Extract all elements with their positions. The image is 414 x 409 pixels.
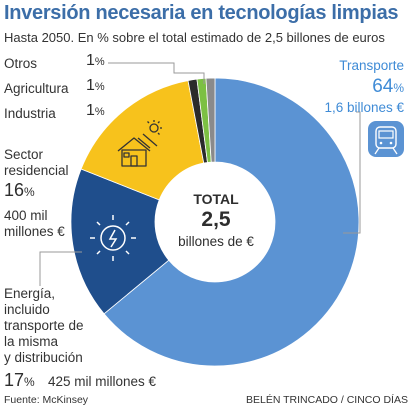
pct-otros: 1% [86, 52, 105, 70]
pct-residencial-sym: % [24, 185, 35, 199]
total-unit: billones de € [178, 234, 254, 249]
pct-energia-sym: % [24, 375, 35, 389]
pct-energia: 17% [4, 370, 35, 391]
label-energia-line1: Energía, [4, 286, 56, 301]
label-otros: Otros [4, 56, 38, 71]
label-transporte: Transporte [339, 58, 404, 73]
label-energia-line4: la misma [4, 334, 59, 349]
source-note: Fuente: McKinsey [4, 394, 89, 406]
credit-note: BELÉN TRINCADO / CINCO DÍAS [245, 394, 408, 406]
leader-lines [39, 62, 361, 286]
chart-subtitle: Hasta 2050. En % sobre el total estimado… [4, 30, 385, 45]
amount-residencial-line2: millones € [4, 224, 65, 239]
slice-energia [70, 168, 170, 315]
amount-energia: 425 mil millones € [48, 374, 157, 389]
label-energia-line5: y distribución [4, 350, 83, 365]
pct-transporte-value: 64 [372, 76, 394, 97]
pct-transporte-sym: % [393, 81, 404, 95]
leader-energia [39, 251, 82, 286]
pct-otros-value: 1 [86, 52, 95, 69]
pct-otros-sym: % [94, 56, 105, 68]
house-solar-icon [117, 120, 162, 167]
label-industria: Industria [4, 106, 56, 121]
total-value: 2,5 [201, 208, 231, 231]
pct-industria-sym: % [94, 106, 105, 118]
chart-title: Inversión necesaria en tecnologías limpi… [4, 2, 399, 24]
slice-otros [205, 77, 216, 163]
label-residencial-line2: residencial [4, 163, 69, 178]
pct-energia-value: 17 [4, 370, 25, 390]
pct-agricultura: 1% [86, 77, 105, 95]
label-energia-line3: transporte de [4, 318, 84, 333]
slice-transporte [103, 77, 360, 367]
sun-energy-icon [90, 215, 136, 261]
pct-industria: 1% [86, 102, 105, 120]
label-energia-line2: incluido [4, 302, 50, 317]
amount-residencial-line1: 400 mil [4, 208, 48, 223]
leader-transporte [343, 111, 361, 234]
leader-otros [108, 62, 205, 84]
pct-agricultura-sym: % [94, 81, 105, 93]
pct-residencial: 16% [4, 180, 35, 201]
donut-slices [70, 77, 360, 367]
pct-transporte: 64% [372, 76, 404, 98]
pct-residencial-value: 16 [4, 180, 25, 200]
slice-sector [80, 80, 205, 201]
amount-transporte: 1,6 billones € [324, 100, 404, 115]
pct-industria-value: 1 [86, 102, 95, 119]
label-agricultura: Agricultura [4, 81, 69, 96]
pct-agricultura-value: 1 [86, 77, 95, 94]
train-icon [368, 121, 404, 157]
total-label: TOTAL [193, 191, 239, 207]
label-residencial-line1: Sector [4, 147, 44, 162]
